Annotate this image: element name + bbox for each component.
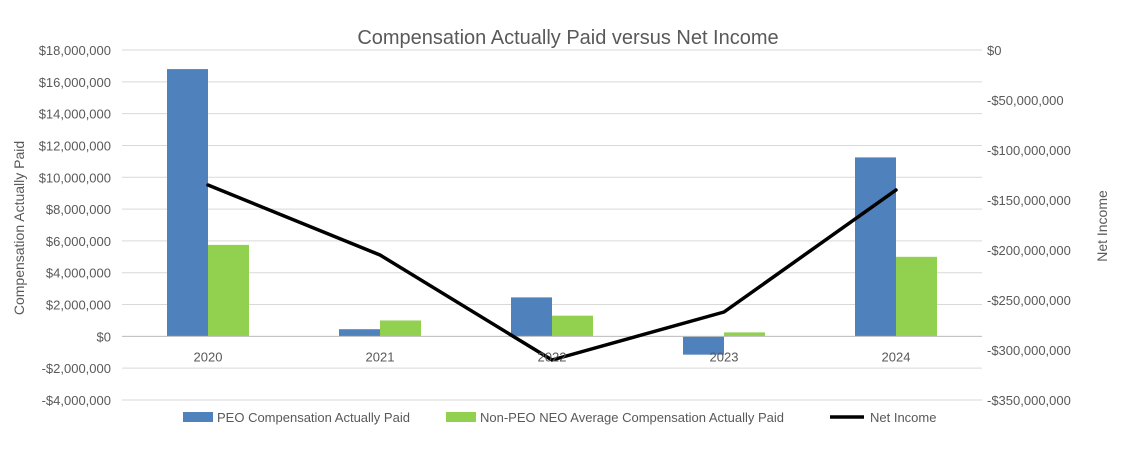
right-axis-tick-label: -$250,000,000: [987, 293, 1071, 308]
net-income-line: [206, 183, 898, 362]
peo-bar-2021: [339, 329, 380, 337]
legend-label-net-income: Net Income: [870, 410, 936, 425]
legend-swatch-non-peo: [446, 412, 476, 422]
left-axis-tick-label: $8,000,000: [46, 202, 111, 217]
non-peo-bar-2021: [380, 320, 421, 337]
left-axis-tick-label: $16,000,000: [39, 75, 111, 90]
left-axis-tick-labels: $18,000,000 $16,000,000 $14,000,000 $12,000…: [39, 43, 111, 408]
x-tick-label: 2024: [882, 349, 911, 364]
x-tick-labels: 2020 2021 2022 2023 2024: [194, 349, 911, 364]
right-axis-tick-label: -$350,000,000: [987, 393, 1071, 408]
left-axis-tick-label: -$2,000,000: [42, 361, 111, 376]
x-tick-label: 2022: [538, 349, 567, 364]
legend-label-peo: PEO Compensation Actually Paid: [217, 410, 410, 425]
non-peo-bar-2024: [896, 256, 937, 337]
left-axis-tick-label: $10,000,000: [39, 170, 111, 185]
left-axis-tick-label: $0: [97, 329, 111, 344]
right-axis-tick-label: -$50,000,000: [987, 93, 1064, 108]
peo-bar-2024: [855, 157, 896, 337]
legend-swatch-peo: [183, 412, 213, 422]
left-axis-tick-label: $2,000,000: [46, 298, 111, 313]
right-axis-tick-label: -$100,000,000: [987, 143, 1071, 158]
gridlines: [122, 49, 982, 401]
left-axis-tick-label: $14,000,000: [39, 107, 111, 122]
right-axis-tick-labels: $0 -$50,000,000 -$100,000,000 -$150,000,000…: [987, 43, 1071, 408]
left-axis-tick-label: -$4,000,000: [42, 393, 111, 408]
x-tick-label: 2021: [366, 349, 395, 364]
left-axis-title: Compensation Actually Paid: [11, 141, 27, 315]
left-axis-tick-label: $6,000,000: [46, 234, 111, 249]
left-axis-tick-label: $18,000,000: [39, 43, 111, 58]
non-peo-bar-2022: [552, 315, 593, 337]
legend: PEO Compensation Actually Paid Non-PEO NE…: [183, 410, 936, 425]
right-axis-tick-label: -$150,000,000: [987, 193, 1071, 208]
bars: [167, 69, 937, 355]
x-tick-label: 2023: [710, 349, 739, 364]
left-axis-tick-label: $12,000,000: [39, 138, 111, 153]
right-axis-title: Net Income: [1094, 190, 1110, 262]
x-tick-label: 2020: [194, 349, 223, 364]
right-axis-tick-label: -$200,000,000: [987, 243, 1071, 258]
right-axis-tick-label: $0: [987, 43, 1001, 58]
non-peo-bar-2020: [208, 244, 249, 337]
left-axis-tick-label: $4,000,000: [46, 266, 111, 281]
right-axis-tick-label: -$300,000,000: [987, 343, 1071, 358]
peo-bar-2023: [683, 336, 724, 355]
net-income-line-layer: [206, 183, 898, 362]
legend-label-non-peo: Non-PEO NEO Average Compensation Actuall…: [480, 410, 784, 425]
chart-title: Compensation Actually Paid versus Net In…: [357, 27, 778, 49]
peo-bar-2022: [511, 297, 552, 337]
peo-bar-2020: [167, 69, 208, 337]
non-peo-bar-2023: [724, 332, 765, 337]
